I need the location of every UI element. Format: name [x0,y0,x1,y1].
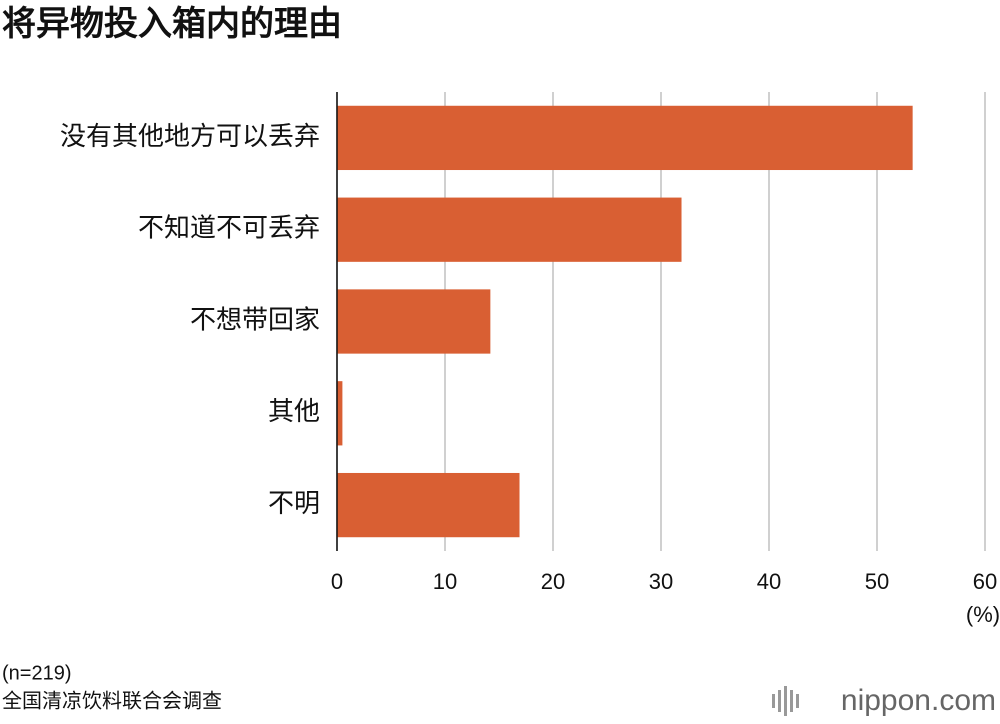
x-tick-label: 20 [541,569,565,594]
logo-icon [772,686,799,716]
bar [337,381,343,446]
x-tick-label: 0 [331,569,343,594]
source-note: 全国清凉饮料联合会调查 [2,689,222,712]
x-tick-label: 50 [865,569,889,594]
y-tick-label: 不想带回家 [190,304,320,334]
x-tick-label: 10 [433,569,457,594]
sample-note: (n=219) [2,662,72,684]
bar [337,197,682,262]
bar [337,289,491,354]
bar [337,472,520,538]
chart-title: 将异物投入箱内的理由 [2,5,342,43]
y-tick-label: 不明 [268,488,320,518]
y-tick-label: 其他 [268,396,320,426]
logo: nippon.com [841,684,996,717]
x-tick-label: 30 [649,569,673,594]
bar [337,105,913,171]
x-tick-label: 60 [973,569,997,594]
y-tick-label: 不知道不可丢弃 [138,213,320,243]
x-tick-label: 40 [757,569,781,594]
x-unit: (%) [966,602,1000,627]
y-tick-label: 没有其他地方可以丢弃 [60,121,320,151]
